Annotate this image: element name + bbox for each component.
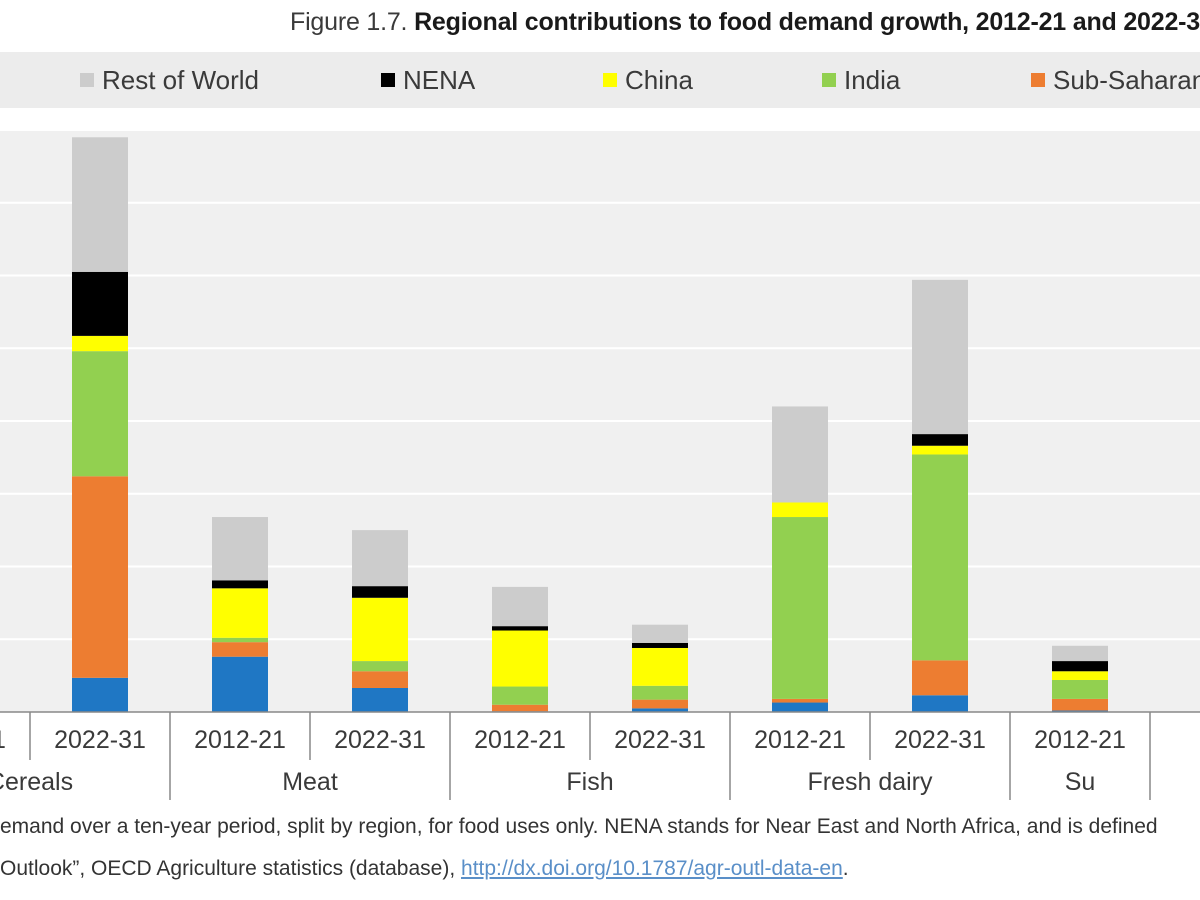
- x-tick-label: 2012-21: [194, 726, 286, 754]
- bar-segment-fresh-dairy-2012-21-sub-saharan: [772, 698, 828, 703]
- source-end: .: [842, 857, 849, 880]
- bar-segment-meat-2012-21-nena: [212, 580, 268, 589]
- figure-title-text: Regional contributions to food demand gr…: [414, 8, 1200, 36]
- bar-segment-fresh-dairy-2012-21-china: [772, 502, 828, 518]
- bar-segment-fish-2022-31-other: [632, 708, 688, 712]
- legend-label-india: India: [844, 64, 901, 95]
- category-label-meat: Meat: [282, 768, 338, 796]
- bar-segment-su-2012-21-rest-of-world: [1052, 645, 1108, 662]
- legend-label-china: China: [625, 64, 693, 95]
- x-tick-label: 2022-31: [894, 726, 986, 754]
- bar-segment-su-2012-21-china: [1052, 671, 1108, 680]
- legend-swatch-china: [603, 73, 617, 87]
- bar-segment-cereals-2022-31-china: [72, 335, 128, 352]
- figure-title: Figure 1.7. Regional contributions to fo…: [290, 8, 1200, 37]
- bar-segment-fish-2012-21-nena: [492, 626, 548, 631]
- bar-segment-cereals-2022-31-india: [72, 351, 128, 477]
- legend-swatch-india: [822, 73, 836, 87]
- bar-segment-fish-2022-31-india: [632, 685, 688, 700]
- bar-segment-meat-2022-31-other: [352, 687, 408, 712]
- source-link[interactable]: http://dx.doi.org/10.1787/agr-outl-data-…: [461, 857, 843, 880]
- category-label-cereals: Cereals: [0, 768, 73, 796]
- category-label-fish: Fish: [566, 768, 613, 796]
- x-tick-label: 2022-31: [334, 726, 426, 754]
- category-label-su: Su: [1065, 768, 1096, 796]
- legend-swatch-rest-of-world: [80, 73, 94, 87]
- legend-swatch-sub-saharan: [1031, 73, 1045, 87]
- figure-number: Figure 1.7.: [290, 8, 408, 36]
- legend-item-india: India: [822, 52, 900, 108]
- bar-segment-fresh-dairy-2012-21-india: [772, 517, 828, 699]
- bar-segment-su-2012-21-nena: [1052, 661, 1108, 672]
- source-text: Outlook”, OECD Agriculture statistics (d…: [0, 857, 462, 880]
- bar-segment-meat-2012-21-india: [212, 637, 268, 643]
- bar-segment-fish-2012-21-india: [492, 686, 548, 705]
- legend-item-china: China: [603, 52, 693, 108]
- bar-segment-meat-2022-31-rest-of-world: [352, 530, 408, 587]
- bar-segment-cereals-2022-31-sub-saharan: [72, 476, 128, 678]
- bar-segment-fresh-dairy-2012-21-other: [772, 702, 828, 712]
- x-tick-label: 2022-31: [614, 726, 706, 754]
- bar-segment-cereals-2022-31-other: [72, 677, 128, 712]
- bar-segment-meat-2022-31-india: [352, 661, 408, 672]
- x-tick-label: 2012-21: [1034, 726, 1126, 754]
- bar-segment-meat-2022-31-china: [352, 597, 408, 662]
- bar-segment-cereals-2022-31-rest-of-world: [72, 137, 128, 272]
- bar-segment-fresh-dairy-2022-31-nena: [912, 434, 968, 446]
- x-tick-label: 2012-21: [754, 726, 846, 754]
- legend-label-nena: NENA: [403, 64, 476, 95]
- bar-segment-fresh-dairy-2022-31-other: [912, 695, 968, 712]
- bar-segment-fresh-dairy-2022-31-china: [912, 445, 968, 455]
- stacked-bar-chart: 2012-21 2022-31 Cereals 2012-21 2022-31 Meat 2…: [0, 137, 1200, 800]
- bar-segment-meat-2012-21-other: [212, 656, 268, 712]
- category-label-fresh-dairy: Fresh dairy: [807, 768, 933, 796]
- bar-segment-fish-2022-31-nena: [632, 642, 688, 648]
- bar-segment-fish-2012-21-rest-of-world: [492, 586, 548, 627]
- bar-segment-meat-2012-21-rest-of-world: [212, 517, 268, 581]
- bar-segment-su-2012-21-india: [1052, 679, 1108, 699]
- legend-swatch-nena: [381, 73, 395, 87]
- bar-segment-fish-2022-31-sub-saharan: [632, 699, 688, 709]
- bar-segment-meat-2012-21-china: [212, 588, 268, 638]
- bar-segment-fresh-dairy-2022-31-rest-of-world: [912, 279, 968, 435]
- bar-segment-su-2012-21-sub-saharan: [1052, 698, 1108, 711]
- figure-source: Outlook”, OECD Agriculture statistics (d…: [0, 857, 1200, 881]
- bar-segment-fish-2012-21-china: [492, 630, 548, 687]
- bar-segment-fish-2022-31-china: [632, 647, 688, 686]
- legend-item-sub-saharan: Sub-Saharan: [1031, 52, 1200, 108]
- bar-segment-fresh-dairy-2012-21-rest-of-world: [772, 406, 828, 503]
- bar-segment-fish-2012-21-sub-saharan: [492, 704, 548, 712]
- bar-segment-cereals-2022-31-nena: [72, 271, 128, 336]
- legend: Rest of World NENA China India Sub-Sahar…: [0, 52, 1200, 108]
- bar-segment-fresh-dairy-2022-31-india: [912, 454, 968, 661]
- legend-label-sub-saharan: Sub-Saharan: [1053, 64, 1200, 95]
- figure-note: emand over a ten-year period, split by r…: [0, 815, 1158, 838]
- bar-segment-meat-2012-21-sub-saharan: [212, 642, 268, 657]
- legend-item-nena: NENA: [381, 52, 475, 108]
- bar-segment-meat-2022-31-nena: [352, 586, 408, 598]
- legend-label-rest-of-world: Rest of World: [102, 64, 260, 95]
- x-tick-label: 2012-21: [474, 726, 566, 754]
- bar-segment-fish-2022-31-rest-of-world: [632, 624, 688, 643]
- bar-segment-fresh-dairy-2022-31-sub-saharan: [912, 660, 968, 696]
- x-tick-label: 2012-21: [0, 726, 6, 754]
- legend-item-rest-of-world: Rest of World: [80, 52, 259, 108]
- bar-segment-meat-2022-31-sub-saharan: [352, 671, 408, 688]
- x-tick-label: 2022-31: [54, 726, 146, 754]
